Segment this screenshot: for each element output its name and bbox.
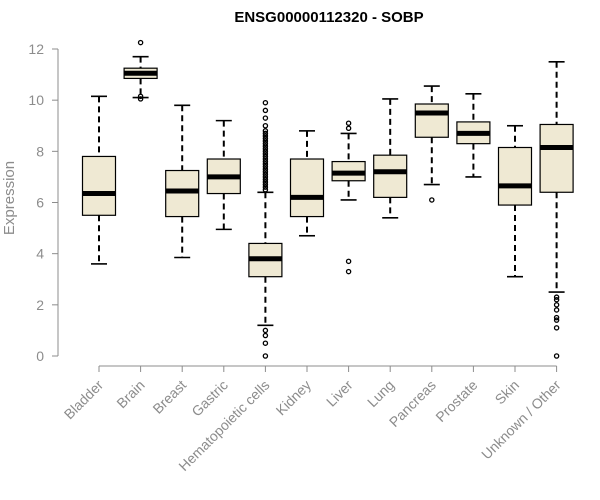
outlier-point xyxy=(262,327,269,334)
x-tick-label: Brain xyxy=(113,377,147,411)
outlier-point xyxy=(262,153,269,160)
outlier-point xyxy=(345,120,352,126)
iqr-box xyxy=(81,155,117,216)
box-group xyxy=(331,120,366,275)
outlier-point xyxy=(262,115,269,121)
outlier-point xyxy=(553,325,560,331)
outlier-point xyxy=(345,258,352,265)
outlier-point xyxy=(137,93,144,100)
plot-area xyxy=(81,39,574,359)
outlier-point xyxy=(262,332,269,339)
outlier-point xyxy=(262,138,269,144)
y-axis-label: Expression xyxy=(1,161,18,235)
outlier-point xyxy=(262,107,269,114)
outlier-point xyxy=(345,268,352,275)
chart-title: ENSG00000112320 - SOBP xyxy=(234,9,423,26)
y-tick-label: 12 xyxy=(28,41,44,57)
iqr-box xyxy=(165,169,200,218)
x-tick-label: Liver xyxy=(323,377,356,410)
outlier-point xyxy=(262,128,269,134)
x-tick-label: Skin xyxy=(492,377,523,408)
outlier-point xyxy=(262,123,269,129)
outlier-point xyxy=(262,169,269,175)
outlier-point xyxy=(262,146,269,152)
iqr-box xyxy=(373,154,408,198)
outlier-point xyxy=(262,133,269,139)
outlier-point xyxy=(262,184,269,190)
iqr-box xyxy=(539,123,574,193)
outlier-point xyxy=(262,340,269,346)
outlier-point xyxy=(262,158,269,165)
box-group xyxy=(289,130,325,237)
x-tick-label: Unknown / Other xyxy=(478,377,564,463)
outlier-point xyxy=(553,314,560,321)
y-tick-label: 6 xyxy=(36,195,44,211)
box-group xyxy=(165,104,200,259)
outlier-point xyxy=(137,96,144,102)
box-group xyxy=(456,92,491,178)
box-group xyxy=(539,60,574,359)
y-tick-label: 2 xyxy=(36,297,44,313)
y-tick-label: 0 xyxy=(36,348,44,364)
y-tick-label: 8 xyxy=(36,143,44,159)
outlier-point xyxy=(553,307,560,313)
box-group xyxy=(414,85,449,203)
outlier-point xyxy=(553,294,560,300)
outlier-point xyxy=(137,39,144,46)
outlier-point xyxy=(262,99,269,106)
outlier-point xyxy=(262,130,269,137)
outlier-point xyxy=(262,148,269,155)
outlier-point xyxy=(262,186,269,193)
outlier-point xyxy=(262,156,269,162)
outlier-point xyxy=(345,125,352,132)
y-tick-label: 4 xyxy=(36,246,44,262)
outlier-point xyxy=(553,296,560,303)
outlier-point xyxy=(262,181,269,188)
outlier-point xyxy=(553,353,560,359)
outlier-point xyxy=(553,317,560,323)
box-group xyxy=(81,95,117,265)
outlier-point xyxy=(553,302,560,308)
box-group xyxy=(373,98,408,219)
y-tick-label: 10 xyxy=(28,92,44,108)
outlier-point xyxy=(262,171,269,178)
iqr-box xyxy=(289,158,325,218)
iqr-box xyxy=(497,146,533,206)
box-group xyxy=(248,99,283,359)
outlier-point xyxy=(262,161,269,167)
x-tick-label: Lung xyxy=(364,377,397,410)
outlier-point xyxy=(262,135,269,142)
outlier-point xyxy=(429,197,435,203)
iqr-box xyxy=(414,103,449,138)
box-group xyxy=(497,124,533,278)
outlier-point xyxy=(262,174,269,180)
box-group xyxy=(206,119,241,231)
x-tick-label: Breast xyxy=(149,377,189,417)
outlier-point xyxy=(262,140,269,147)
x-tick-label: Kidney xyxy=(273,377,315,419)
y-axis: 0 2 4 6 8 10 12 xyxy=(28,41,59,364)
outlier-point xyxy=(262,163,269,170)
outlier-point xyxy=(262,176,269,183)
x-tick-label: Bladder xyxy=(61,377,107,423)
outlier-point xyxy=(262,166,269,172)
outlier-point xyxy=(262,143,269,149)
outlier-point xyxy=(262,151,269,157)
outlier-point xyxy=(262,353,269,359)
box-group xyxy=(123,39,158,102)
x-tick-label: Prostate xyxy=(432,377,480,425)
outlier-point xyxy=(262,179,269,185)
